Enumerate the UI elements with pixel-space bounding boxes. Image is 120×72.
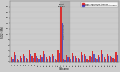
Bar — [82, 55, 83, 62]
Bar — [66, 55, 67, 62]
Bar — [86, 59, 88, 62]
Bar — [33, 58, 34, 62]
Bar — [60, 1, 69, 62]
Bar — [105, 59, 106, 62]
Y-axis label: SO2 (Mt): SO2 (Mt) — [1, 25, 5, 38]
Bar — [14, 52, 15, 62]
Bar — [29, 50, 30, 62]
Bar — [52, 54, 53, 62]
Bar — [47, 59, 48, 62]
Bar — [27, 59, 28, 62]
Bar — [98, 55, 99, 62]
Bar — [15, 55, 16, 62]
Bar — [79, 59, 80, 62]
Bar — [44, 54, 45, 62]
Bar — [43, 51, 44, 62]
Bar — [34, 53, 36, 62]
Bar — [101, 50, 102, 62]
Bar — [41, 57, 43, 62]
Bar — [55, 59, 56, 62]
X-axis label: Volcano: Volcano — [59, 67, 70, 71]
Bar — [31, 56, 33, 62]
Bar — [96, 59, 98, 62]
Bar — [30, 54, 31, 62]
Bar — [50, 57, 51, 62]
Bar — [67, 57, 69, 62]
Bar — [108, 56, 109, 62]
Bar — [104, 57, 105, 62]
Bar — [53, 56, 54, 62]
Bar — [11, 57, 12, 62]
Bar — [20, 56, 21, 62]
Bar — [117, 55, 118, 62]
Bar — [85, 56, 86, 62]
Bar — [111, 57, 112, 62]
Bar — [18, 60, 19, 62]
Bar — [84, 54, 85, 62]
Bar — [49, 56, 50, 62]
Bar — [38, 59, 40, 62]
Bar — [75, 56, 76, 62]
Bar — [114, 59, 115, 62]
Bar — [78, 58, 79, 62]
Bar — [21, 58, 22, 62]
Bar — [95, 58, 96, 62]
Bar — [62, 23, 63, 62]
Bar — [93, 54, 95, 62]
Bar — [24, 56, 25, 62]
Bar — [107, 54, 108, 62]
Bar — [59, 53, 60, 62]
Bar — [81, 52, 82, 62]
Bar — [112, 58, 114, 62]
Text: Mount
Pinatubo: Mount Pinatubo — [58, 4, 66, 7]
Bar — [115, 52, 117, 62]
Bar — [60, 7, 62, 62]
Bar — [70, 59, 72, 62]
Bar — [40, 55, 41, 62]
Bar — [46, 57, 47, 62]
Legend: Max. emission tonnes, Mean annual emission tonnes: Max. emission tonnes, Mean annual emissi… — [81, 2, 118, 7]
Text: Mount Pinatubo: Mount Pinatubo — [63, 24, 65, 39]
Bar — [72, 53, 73, 62]
Bar — [76, 58, 77, 62]
Bar — [17, 59, 18, 62]
Bar — [90, 57, 92, 62]
Bar — [110, 56, 111, 62]
Bar — [92, 51, 93, 62]
Bar — [73, 56, 74, 62]
Bar — [89, 56, 90, 62]
Bar — [26, 58, 27, 62]
Bar — [99, 57, 100, 62]
Bar — [63, 59, 64, 62]
Bar — [64, 60, 66, 62]
Bar — [37, 58, 38, 62]
Bar — [57, 50, 59, 62]
Bar — [23, 54, 24, 62]
Bar — [69, 57, 70, 62]
Bar — [56, 60, 57, 62]
Bar — [36, 56, 37, 62]
Bar — [88, 60, 89, 62]
Bar — [12, 59, 14, 62]
Bar — [102, 54, 103, 62]
